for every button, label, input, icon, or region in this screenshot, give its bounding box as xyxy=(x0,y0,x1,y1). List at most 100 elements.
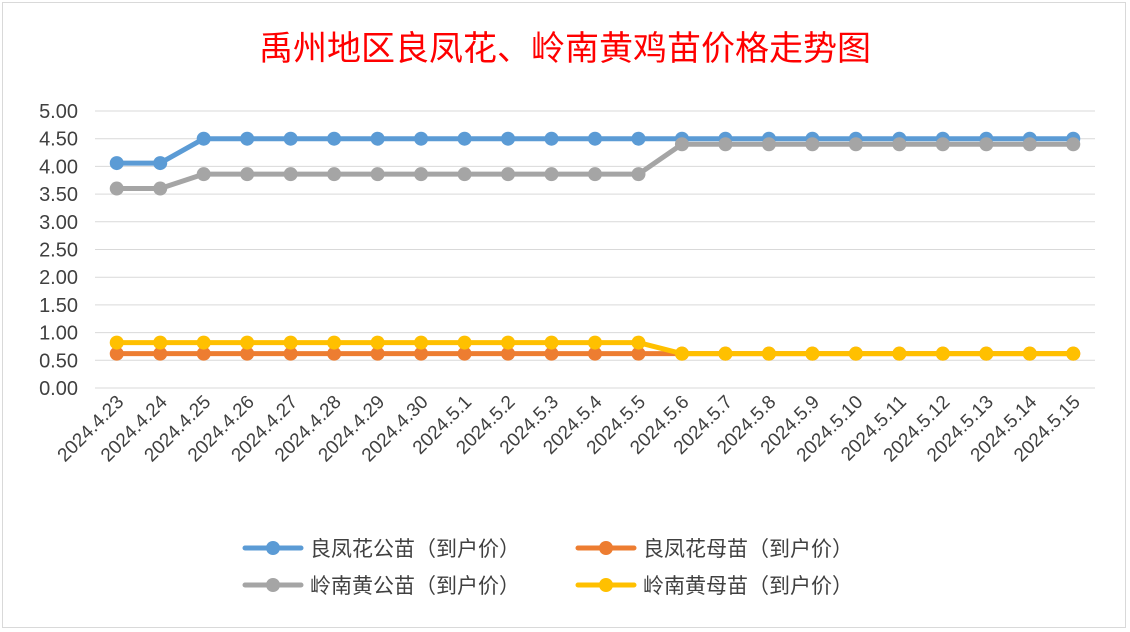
data-point xyxy=(370,335,385,350)
data-point xyxy=(631,167,646,182)
data-point xyxy=(501,346,516,361)
data-point xyxy=(718,137,733,152)
chart-title: 禹州地区良凤花、岭南黄鸡苗价格走势图 xyxy=(259,29,871,69)
data-point xyxy=(501,131,516,146)
y-tick-label: 1.50 xyxy=(39,295,78,317)
data-point xyxy=(370,346,385,361)
y-tick-label: 4.00 xyxy=(39,156,78,178)
data-point xyxy=(109,181,124,196)
data-point xyxy=(892,137,907,152)
data-point xyxy=(283,335,298,350)
data-point xyxy=(761,137,776,152)
legend-label: 良凤花公苗（到户价） xyxy=(310,537,520,561)
data-point xyxy=(370,131,385,146)
data-point xyxy=(588,346,602,361)
data-point xyxy=(414,346,429,361)
data-point xyxy=(935,137,950,152)
data-point xyxy=(1022,137,1037,152)
data-point xyxy=(588,131,602,146)
y-tick-label: 3.00 xyxy=(39,212,78,234)
data-point xyxy=(848,137,863,152)
data-point xyxy=(544,335,559,350)
legend-swatch-marker xyxy=(599,578,613,592)
legend-swatch-marker xyxy=(266,541,280,555)
y-tick-label: 3.50 xyxy=(39,184,78,206)
y-tick-label: 2.50 xyxy=(39,240,78,262)
data-point xyxy=(1022,346,1037,361)
data-point xyxy=(196,167,211,182)
series-1 xyxy=(109,131,1081,171)
data-point xyxy=(414,167,429,182)
data-point xyxy=(196,335,211,350)
data-point xyxy=(196,346,211,361)
y-tick-label: 0.50 xyxy=(39,350,78,372)
data-point xyxy=(240,335,255,350)
data-point xyxy=(501,167,516,182)
data-point xyxy=(979,346,994,361)
data-point xyxy=(283,346,298,361)
series-4 xyxy=(109,335,1081,361)
data-point xyxy=(370,167,385,182)
data-point xyxy=(761,346,776,361)
data-point xyxy=(327,335,342,350)
legend-swatch-marker xyxy=(599,541,613,555)
data-point xyxy=(805,137,820,152)
legend-item: 岭南黄公苗（到户价） xyxy=(242,574,520,598)
data-point xyxy=(153,346,168,361)
y-tick-label: 4.50 xyxy=(39,129,78,151)
data-point xyxy=(501,335,516,350)
legend-item: 岭南黄母苗（到户价） xyxy=(575,574,853,598)
data-point xyxy=(240,167,255,182)
data-point xyxy=(153,335,168,350)
legend-item: 良凤花公苗（到户价） xyxy=(242,537,520,561)
data-point xyxy=(631,131,646,146)
data-point xyxy=(544,167,559,182)
data-point xyxy=(544,131,559,146)
data-point xyxy=(240,346,255,361)
data-point xyxy=(457,131,472,146)
data-point xyxy=(109,335,124,350)
series-3 xyxy=(109,137,1081,196)
data-point xyxy=(805,346,820,361)
data-point xyxy=(283,167,298,182)
y-axis-ticks: 0.00 0.50 1.00 1.50 2.00 2.50 3.00 3.50 4.00 4.50… xyxy=(39,101,78,400)
data-point xyxy=(631,346,646,361)
data-point xyxy=(892,346,907,361)
data-point xyxy=(1066,346,1081,361)
data-point xyxy=(457,346,472,361)
y-tick-label: 2.00 xyxy=(39,267,78,289)
legend-label: 岭南黄母苗（到户价） xyxy=(643,574,853,598)
y-tick-label: 1.00 xyxy=(39,323,78,345)
data-point xyxy=(588,167,602,182)
data-point xyxy=(414,131,429,146)
data-point xyxy=(414,335,429,350)
data-point xyxy=(327,346,342,361)
data-point xyxy=(631,335,646,350)
data-point xyxy=(327,167,342,182)
data-point xyxy=(283,131,298,146)
data-point xyxy=(674,137,689,152)
data-point xyxy=(544,346,559,361)
data-point xyxy=(327,131,342,146)
data-point xyxy=(718,346,733,361)
data-point xyxy=(240,131,255,146)
data-point xyxy=(109,156,124,171)
legend-label: 良凤花母苗（到户价） xyxy=(643,537,853,561)
x-axis-ticks: 2024.4.232024.4.242024.4.252024.4.262024… xyxy=(54,391,1085,466)
data-point xyxy=(674,346,689,361)
data-point xyxy=(588,335,602,350)
data-point xyxy=(457,335,472,350)
data-point xyxy=(457,167,472,182)
y-tick-label: 0.00 xyxy=(39,378,78,400)
data-point xyxy=(1066,137,1081,152)
data-point xyxy=(935,346,950,361)
data-point xyxy=(109,346,124,361)
series-lines xyxy=(109,131,1081,361)
legend-label: 岭南黄公苗（到户价） xyxy=(310,574,520,598)
data-point xyxy=(848,346,863,361)
y-tick-label: 5.00 xyxy=(39,101,78,123)
legend-swatch-marker xyxy=(266,578,280,592)
data-point xyxy=(196,131,211,146)
